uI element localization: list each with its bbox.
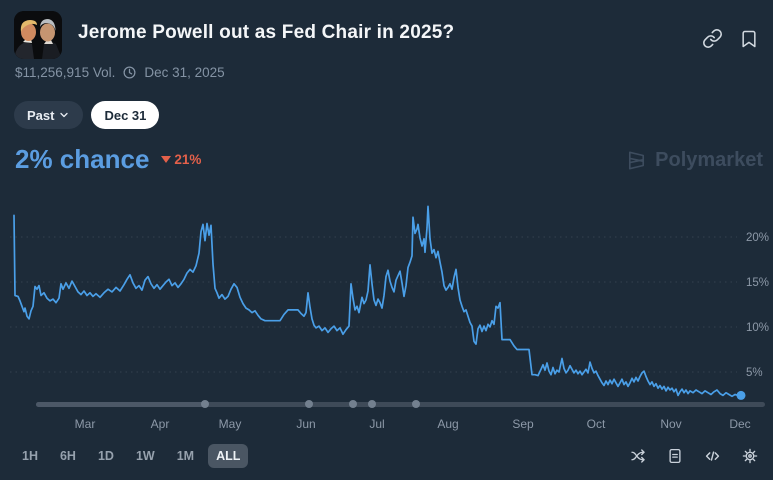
y-tick-label: 20% xyxy=(746,232,769,244)
outcome-chip-dec31[interactable]: Dec 31 xyxy=(91,101,160,129)
settings-button[interactable] xyxy=(739,445,761,467)
bookmark-icon xyxy=(742,30,756,47)
chance-change: 21% xyxy=(161,152,201,167)
range-button-6h[interactable]: 6H xyxy=(52,444,84,468)
x-month-label: Nov xyxy=(660,417,681,431)
trump-powell-photo xyxy=(14,11,62,59)
chevron-down-icon xyxy=(60,112,69,118)
timeline-event-marker xyxy=(201,400,209,408)
timeline-event-marker xyxy=(305,400,313,408)
x-month-label: Mar xyxy=(75,417,96,431)
timeline-event-marker xyxy=(412,400,420,408)
time-range-group: 1H 6H 1D 1W 1M ALL xyxy=(14,444,249,468)
y-tick-label: 15% xyxy=(746,277,769,289)
volume-text: $11,256,915 Vol. xyxy=(15,65,116,80)
x-month-label: May xyxy=(219,417,242,431)
notes-button[interactable] xyxy=(664,445,686,467)
polymarket-watermark-text: Polymarket xyxy=(655,149,763,171)
x-month-label: Jun xyxy=(296,417,315,431)
past-filter-label: Past xyxy=(27,107,55,123)
range-button-1w[interactable]: 1W xyxy=(128,444,163,468)
down-arrow-icon xyxy=(161,156,172,163)
polymarket-logo-icon xyxy=(629,151,645,170)
polymarket-watermark: Polymarket xyxy=(625,149,763,172)
chance-value: 2% chance xyxy=(15,144,150,174)
range-button-1h[interactable]: 1H xyxy=(14,444,46,468)
timeline-event-marker xyxy=(368,400,376,408)
code-icon xyxy=(705,450,720,461)
link-icon xyxy=(703,29,722,48)
y-tick-label: 5% xyxy=(746,367,763,379)
x-month-label: Sep xyxy=(512,417,534,431)
gear-icon xyxy=(742,448,758,464)
past-filter-dropdown[interactable]: Past xyxy=(14,101,84,129)
clock-icon xyxy=(122,65,137,80)
shuffle-icon xyxy=(631,449,645,463)
x-month-label: Dec xyxy=(729,417,750,431)
x-month-label: Apr xyxy=(151,417,170,431)
copy-link-button[interactable] xyxy=(700,26,725,51)
x-month-label: Oct xyxy=(587,417,606,431)
range-button-all[interactable]: ALL xyxy=(208,444,249,468)
timeline-event-marker xyxy=(349,400,357,408)
compare-button[interactable] xyxy=(627,445,649,467)
outcome-chip-label: Dec 31 xyxy=(104,107,147,123)
end-date-text: Dec 31, 2025 xyxy=(144,65,225,80)
page-title: Jerome Powell out as Fed Chair in 2025? xyxy=(78,22,455,43)
embed-button[interactable] xyxy=(701,445,724,468)
x-month-label: Aug xyxy=(437,417,458,431)
timeline-scrubber-lead xyxy=(36,402,205,407)
range-button-1m[interactable]: 1M xyxy=(169,444,202,468)
document-icon xyxy=(669,448,681,464)
x-month-label: Jul xyxy=(369,417,384,431)
bookmark-button[interactable] xyxy=(737,27,761,51)
market-avatar xyxy=(14,11,62,59)
timeline-scrubber[interactable] xyxy=(36,400,765,408)
range-button-1d[interactable]: 1D xyxy=(90,444,122,468)
latest-price-dot xyxy=(736,390,746,400)
chance-change-label: 21% xyxy=(174,152,202,167)
price-line xyxy=(13,205,742,398)
price-chart[interactable]: 5% 10% 15% 20% Mar Apr May Jun Jul Aug Sep Oct Nov De… xyxy=(0,190,773,436)
y-tick-label: 10% xyxy=(746,322,769,334)
